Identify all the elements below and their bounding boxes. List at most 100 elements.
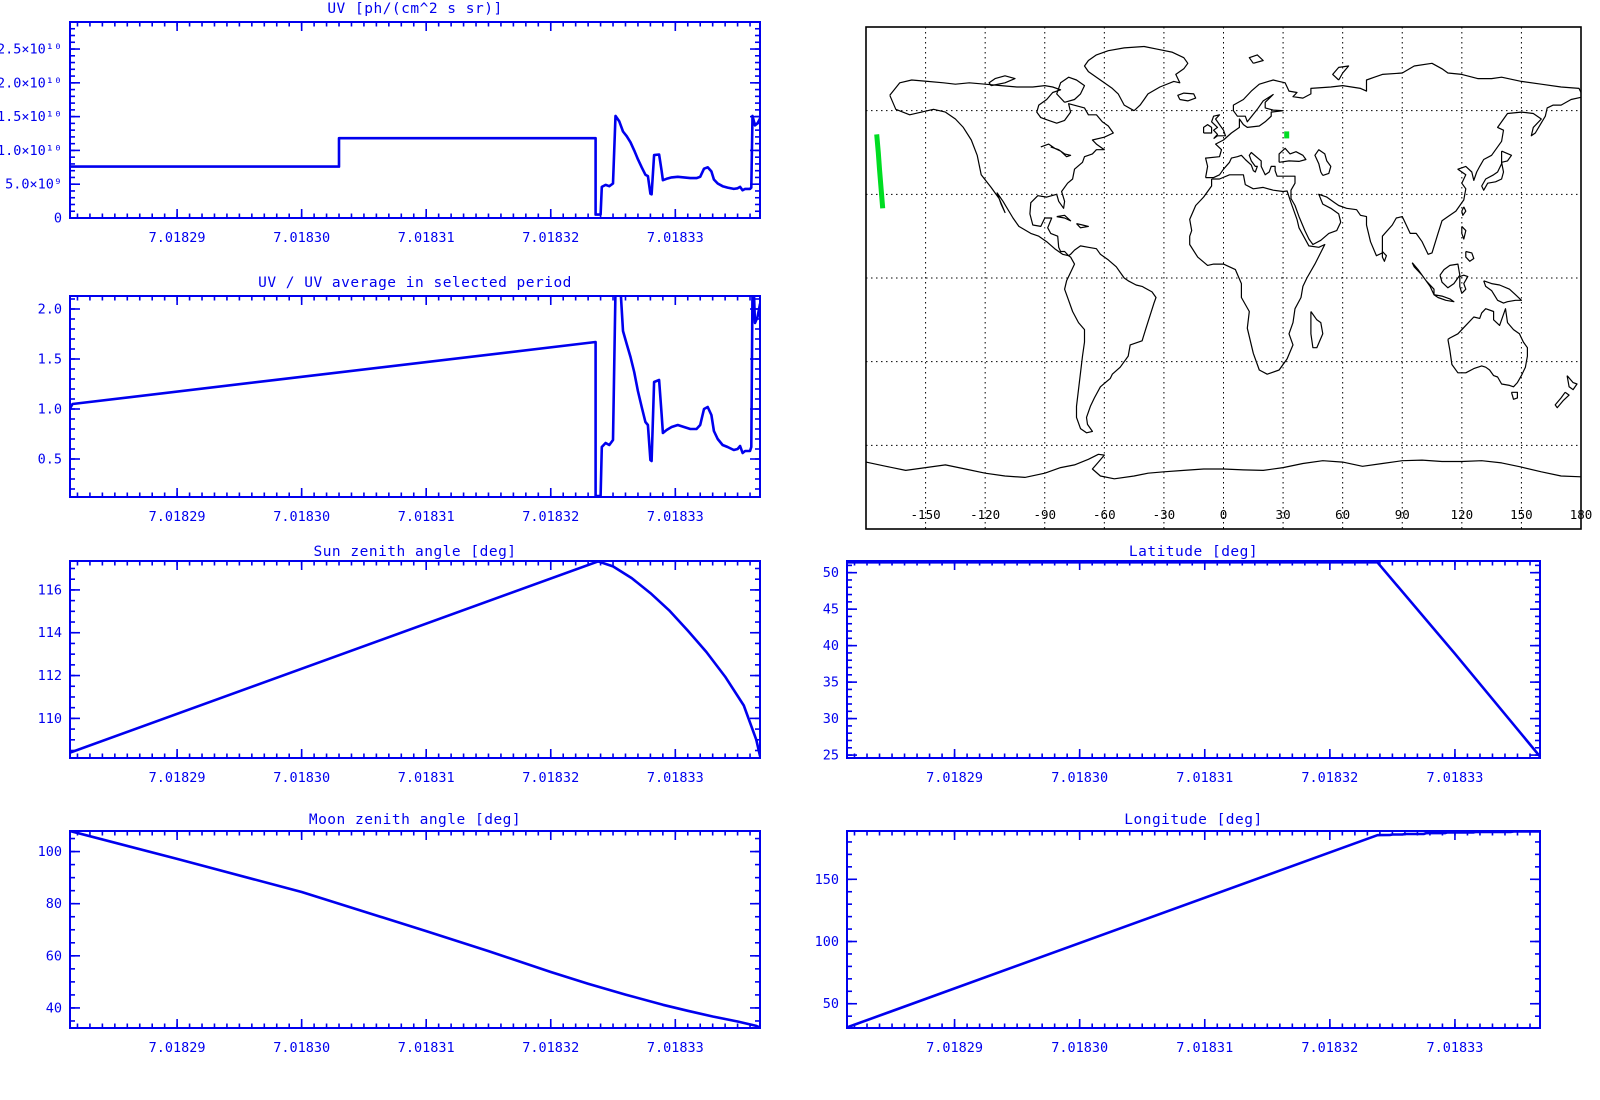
x-tick-label: 7.01831 <box>398 509 455 525</box>
longitude-plot: Longitude [deg] 7.01829 7.01830 7.01831 7.0… <box>777 806 1600 1074</box>
ratio-axes-frame <box>69 295 761 498</box>
y-tick-label: 116 <box>38 582 62 598</box>
x-tick-label: 7.01833 <box>647 230 704 246</box>
x-tick-label: 7.01833 <box>647 1040 704 1056</box>
coastline <box>1447 308 1528 388</box>
y-tick-label: 112 <box>38 668 62 684</box>
x-tick-label: 7.01830 <box>273 509 330 525</box>
coastline <box>1203 124 1213 134</box>
y-tick-label: 80 <box>46 896 62 912</box>
coastline <box>889 79 1114 257</box>
latitude-plot-title: Latitude [deg] <box>1128 544 1259 560</box>
coastline <box>1056 214 1072 222</box>
moon-zenith-plot: Moon zenith angle [deg] 7.01829 7.01830 7.… <box>0 806 800 1074</box>
y-tick-label: 50 <box>823 565 839 581</box>
world-map-canvas: -150 -120 -90 -60 -30 0 30 60 90 120 150 180 <box>865 26 1593 530</box>
world-map-ground-track: -150 -120 -90 -60 -30 0 30 60 90 120 150 180 <box>850 15 1600 540</box>
y-tick-label: 114 <box>38 625 62 641</box>
coastline <box>1461 206 1467 216</box>
map-lon-label: 150 <box>1510 507 1533 522</box>
map-lon-label: -90 <box>1033 507 1056 522</box>
coastline <box>1278 147 1307 163</box>
map-lon-label: 0 <box>1220 507 1228 522</box>
coastline <box>865 453 1582 480</box>
coastline <box>1040 143 1072 158</box>
x-tick-label: 7.01831 <box>398 230 455 246</box>
y-tick-label: 5.0×10⁹ <box>5 177 62 193</box>
sun-series-line <box>70 561 760 758</box>
coastline <box>1411 262 1435 296</box>
moon-axes-frame <box>69 830 761 1029</box>
lon-axes-frame <box>846 830 1541 1029</box>
ratio-series-line <box>70 296 760 497</box>
x-tick-label: 7.01830 <box>1051 770 1108 786</box>
coastline <box>1510 391 1518 400</box>
y-tick-label: 110 <box>38 711 62 727</box>
y-tick-label: 1.0×10¹⁰ <box>0 143 62 159</box>
y-tick-label: 1.5 <box>38 352 62 368</box>
coastline <box>1310 311 1324 349</box>
coastline <box>1056 76 1086 103</box>
y-tick-label: 150 <box>815 872 839 888</box>
coastline <box>1211 114 1227 140</box>
coastline <box>1177 92 1197 102</box>
y-tick-label: 2.0×10¹⁰ <box>0 75 62 91</box>
coastline <box>1566 375 1578 391</box>
coastline <box>1189 174 1326 375</box>
coastline <box>1554 391 1570 409</box>
uv-series-line <box>70 114 760 216</box>
lon-series-line <box>847 831 1540 1028</box>
y-tick-label: 35 <box>823 675 839 691</box>
y-tick-label: 2.5×10¹⁰ <box>0 42 62 58</box>
x-tick-label: 7.01832 <box>522 230 579 246</box>
y-tick-label: 100 <box>815 934 839 950</box>
x-tick-label: 7.01830 <box>273 770 330 786</box>
coastline <box>1459 274 1469 294</box>
map-lon-label: 30 <box>1276 507 1291 522</box>
y-tick-label: 45 <box>823 602 839 618</box>
map-lon-label: -60 <box>1093 507 1116 522</box>
coastline <box>1076 223 1089 229</box>
x-tick-label: 7.01832 <box>1301 1040 1358 1056</box>
y-tick-label: 100 <box>38 844 62 860</box>
y-tick-label: 30 <box>823 711 839 727</box>
x-tick-label: 7.01829 <box>926 770 983 786</box>
sun-zenith-plot-canvas: 7.01829 7.01830 7.01831 7.01832 7.01833 110 11… <box>38 560 761 786</box>
uv-ratio-plot: UV / UV average in selected period 7.018… <box>0 270 800 530</box>
map-lon-label: -150 <box>911 507 941 522</box>
map-lon-label: 180 <box>1570 507 1593 522</box>
coastline <box>1481 150 1513 191</box>
sun-axes-frame <box>69 560 761 759</box>
longitude-plot-canvas: 7.01829 7.01830 7.01831 7.01832 7.01833 50 100… <box>815 830 1541 1056</box>
lat-axes-frame <box>846 560 1541 759</box>
coastline <box>1461 225 1467 240</box>
y-tick-label: 0.5 <box>38 452 62 468</box>
x-tick-label: 7.01833 <box>647 770 704 786</box>
map-lon-label: 120 <box>1451 507 1474 522</box>
ground-track <box>874 134 886 209</box>
x-tick-label: 7.01829 <box>926 1040 983 1056</box>
sun-zenith-plot-title: Sun zenith angle [deg] <box>313 544 517 560</box>
moon-zenith-plot-title: Moon zenith angle [deg] <box>308 812 522 828</box>
coastline <box>988 75 1016 87</box>
y-tick-label: 25 <box>823 748 839 764</box>
x-tick-label: 7.01832 <box>1301 770 1358 786</box>
map-frame <box>865 26 1582 530</box>
coastline <box>1381 251 1387 262</box>
x-tick-label: 7.01829 <box>149 1040 206 1056</box>
coastline <box>1205 62 1582 178</box>
moon-zenith-plot-canvas: 7.01829 7.01830 7.01831 7.01832 7.01833 40 60 8… <box>38 830 761 1056</box>
x-tick-label: 7.01833 <box>647 509 704 525</box>
x-tick-label: 7.01831 <box>1176 770 1233 786</box>
y-tick-label: 50 <box>823 996 839 1012</box>
coastline <box>1248 54 1264 64</box>
x-tick-label: 7.01831 <box>398 770 455 786</box>
sun-zenith-plot: Sun zenith angle [deg] 7.01829 7.01830 7.0… <box>0 540 800 800</box>
y-tick-label: 40 <box>46 1000 62 1016</box>
x-tick-label: 7.01832 <box>522 509 579 525</box>
y-tick-label: 2.0 <box>38 302 62 318</box>
uv-axes-frame <box>69 21 761 219</box>
coastline <box>1433 294 1455 303</box>
map-lon-label: -120 <box>970 507 1000 522</box>
